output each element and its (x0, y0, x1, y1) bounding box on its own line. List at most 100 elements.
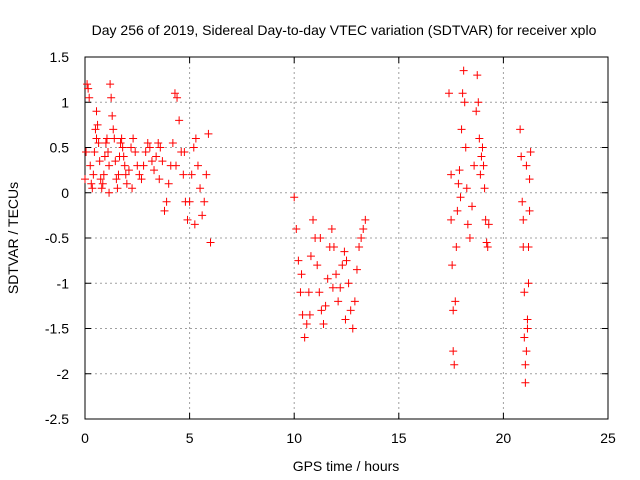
data-point (460, 98, 469, 107)
data-point (447, 170, 456, 179)
data-point (447, 215, 456, 224)
data-point (519, 215, 528, 224)
data-point (516, 125, 525, 134)
data-point (524, 243, 533, 252)
data-point (180, 148, 189, 157)
data-point (523, 315, 532, 324)
data-point (160, 206, 169, 215)
data-point (305, 310, 314, 319)
data-point (520, 288, 529, 297)
data-point (448, 261, 457, 270)
data-point (114, 170, 123, 179)
data-point (462, 184, 471, 193)
data-point (106, 80, 115, 89)
data-point (445, 89, 454, 98)
data-point (139, 161, 148, 170)
data-point (294, 256, 303, 265)
data-point (313, 261, 322, 270)
data-point (518, 197, 527, 206)
data-point (475, 134, 484, 143)
data-point (474, 98, 483, 107)
data-point (300, 333, 309, 342)
data-point (97, 184, 106, 193)
data-point (348, 324, 357, 333)
x-tick-label: 10 (286, 430, 302, 446)
data-point (317, 306, 326, 315)
data-point (472, 107, 481, 116)
data-point (457, 125, 466, 134)
data-point (162, 197, 171, 206)
data-point (477, 152, 486, 161)
data-point (473, 71, 482, 80)
data-point (336, 283, 345, 292)
data-point (206, 238, 215, 247)
data-point (327, 224, 336, 233)
data-point (329, 243, 338, 252)
data-point (116, 138, 125, 147)
data-point (298, 310, 307, 319)
data-point (109, 125, 118, 134)
data-point (328, 283, 337, 292)
x-tick-label: 15 (391, 430, 407, 446)
data-point (85, 93, 94, 102)
data-point (119, 152, 128, 161)
data-point (150, 166, 159, 175)
data-point (102, 134, 111, 143)
data-point (449, 347, 458, 356)
data-point (344, 279, 353, 288)
y-tick-label: 1 (61, 94, 69, 110)
data-point (108, 111, 117, 120)
data-point (147, 157, 156, 166)
data-point (522, 347, 531, 356)
data-point (526, 148, 535, 157)
data-point (120, 161, 129, 170)
data-point (198, 211, 207, 220)
data-point (461, 143, 470, 152)
chart-grid (85, 57, 608, 419)
data-point (479, 161, 488, 170)
data-point (332, 270, 341, 279)
data-point (112, 175, 121, 184)
data-point (481, 215, 490, 224)
data-point (152, 152, 161, 161)
data-point (82, 148, 91, 157)
y-tick-label: -2 (57, 366, 70, 382)
data-point (334, 297, 343, 306)
data-point (84, 84, 93, 93)
data-point (200, 197, 209, 206)
data-point (517, 152, 526, 161)
data-point (156, 143, 165, 152)
data-point (463, 220, 472, 229)
data-point (319, 319, 328, 328)
data-point (158, 157, 167, 166)
data-point (350, 297, 359, 306)
data-point (117, 134, 126, 143)
data-point (452, 243, 461, 252)
data-points (81, 66, 535, 387)
data-point (128, 184, 137, 193)
y-tick-label: 0 (61, 185, 69, 201)
x-tick-label: 0 (81, 430, 89, 446)
data-point (185, 197, 194, 206)
data-point (309, 215, 318, 224)
data-point (96, 175, 105, 184)
data-point (204, 129, 213, 138)
y-tick-label: 1.5 (50, 49, 70, 65)
data-point (124, 166, 133, 175)
data-point (296, 288, 305, 297)
data-point (98, 179, 107, 188)
data-point (170, 89, 179, 98)
data-point (359, 224, 368, 233)
data-point (297, 270, 306, 279)
data-point (523, 324, 532, 333)
data-point (86, 161, 95, 170)
data-point (357, 234, 366, 242)
data-point (202, 170, 211, 179)
data-point (483, 243, 492, 252)
data-point (453, 206, 462, 215)
data-point (342, 256, 351, 265)
data-point (521, 360, 530, 369)
data-point (355, 243, 364, 252)
data-point (323, 274, 332, 283)
